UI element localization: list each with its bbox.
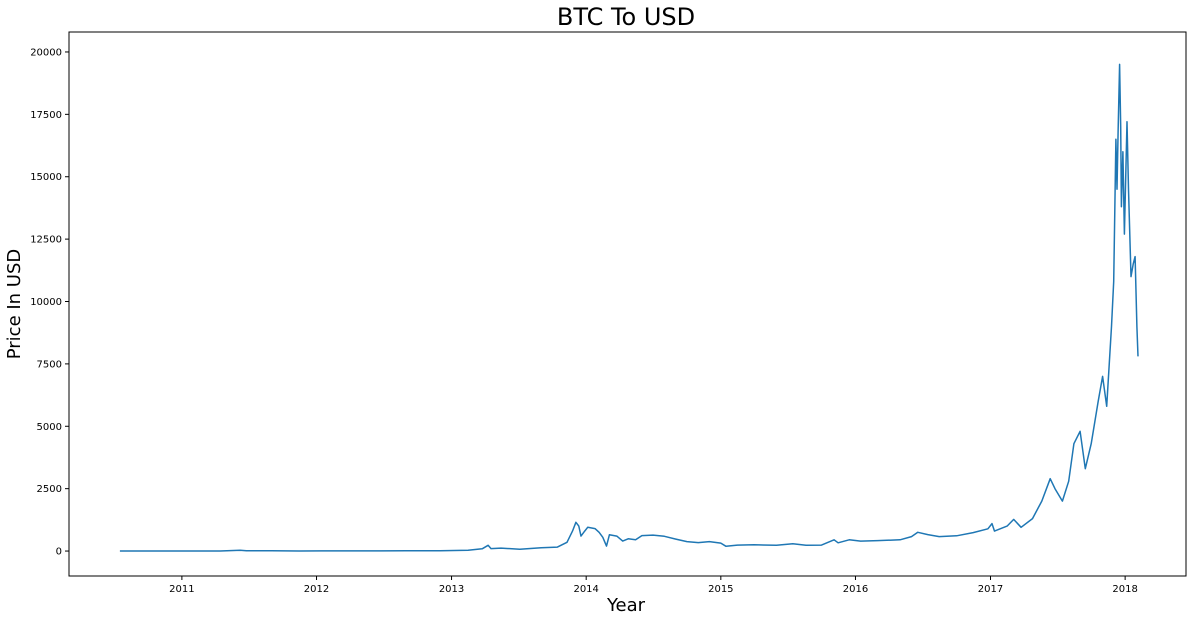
x-tick-label: 2011 bbox=[169, 584, 194, 595]
chart-title: BTC To USD bbox=[557, 3, 695, 31]
y-tick-label: 12500 bbox=[30, 235, 62, 246]
y-tick-label: 7500 bbox=[37, 359, 62, 370]
x-tick-label: 2012 bbox=[304, 584, 329, 595]
y-tick-label: 5000 bbox=[37, 422, 62, 433]
x-tick-label: 2017 bbox=[978, 584, 1003, 595]
y-axis-label: Price In USD bbox=[4, 249, 25, 360]
x-tick-label: 2018 bbox=[1112, 584, 1137, 595]
y-tick-label: 15000 bbox=[30, 172, 62, 183]
x-axis: 2011 2012 2013 2014 2015 2016 2017 2018 bbox=[169, 576, 1138, 595]
y-tick-label: 20000 bbox=[30, 47, 62, 58]
x-tick-label: 2014 bbox=[573, 584, 598, 595]
y-tick-label: 10000 bbox=[30, 297, 62, 308]
series-group bbox=[119, 63, 1139, 552]
y-tick-label: 17500 bbox=[30, 110, 62, 121]
y-tick-label: 2500 bbox=[37, 484, 62, 495]
y-axis: 0 2500 5000 7500 10000 12500 15000 17500 20000 bbox=[30, 47, 69, 558]
x-tick-label: 2016 bbox=[843, 584, 868, 595]
price-series-line bbox=[119, 63, 1139, 552]
x-tick-label: 2015 bbox=[708, 584, 733, 595]
x-axis-label: Year bbox=[606, 595, 646, 616]
y-tick-label: 0 bbox=[56, 547, 62, 558]
plot-frame bbox=[68, 31, 1187, 577]
x-tick-label: 2013 bbox=[439, 584, 464, 595]
